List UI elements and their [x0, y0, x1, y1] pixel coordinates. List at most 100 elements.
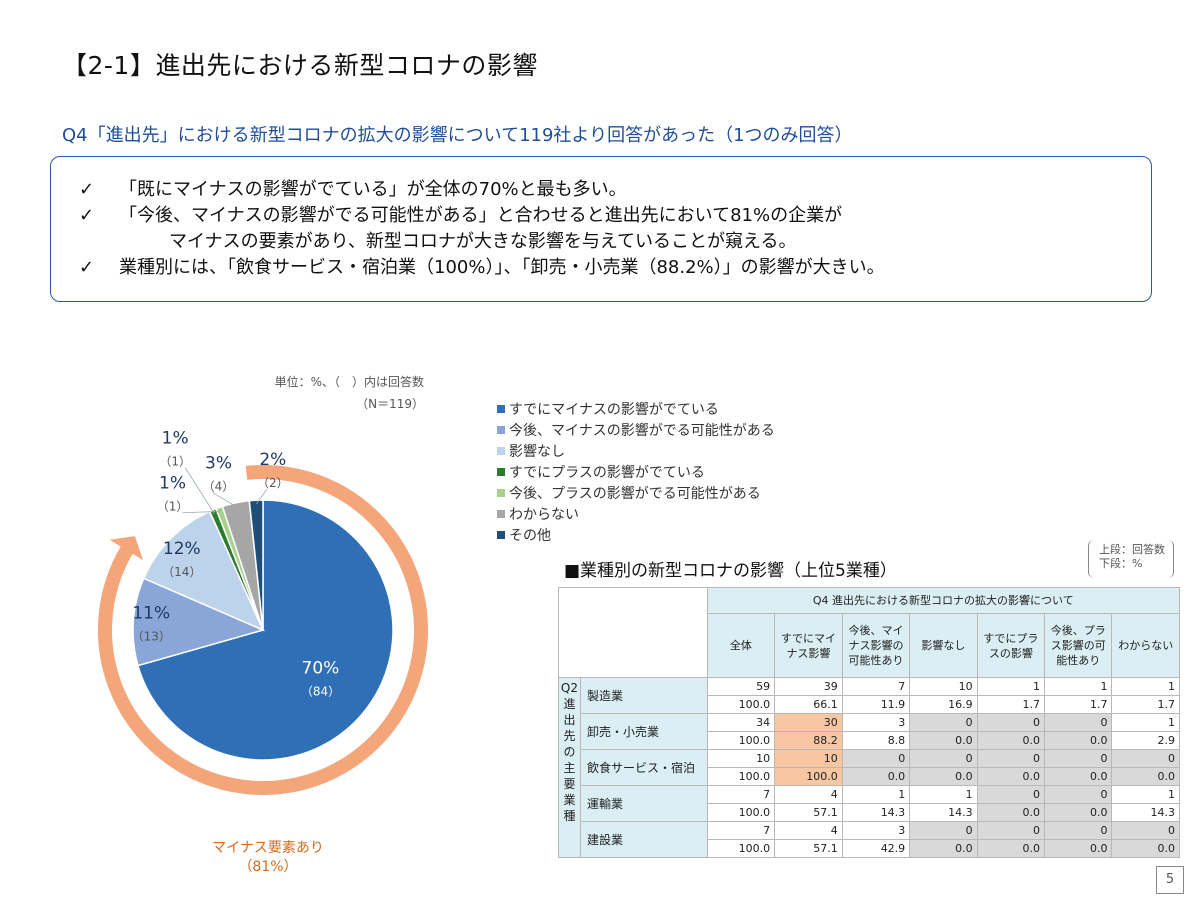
percent-cell: 42.9 — [841, 839, 911, 858]
table-corner — [558, 587, 708, 678]
percent-cell: 66.1 — [774, 695, 843, 714]
table-title: ■業種別の新型コロナの影響（上位5業種） — [564, 561, 897, 581]
pie-count-label: （13） — [132, 630, 171, 644]
pie-count-label: （1） — [159, 455, 191, 469]
summary-text-2a: 「今後、マイナスの影響がでる可能性がある」と合わせると進出先において81%の企業… — [119, 205, 843, 226]
summary-line-2: ✓ 「今後、マイナスの影響がでる可能性がある」と合わせると進出先において81%の企… — [79, 203, 1151, 229]
pie-slice — [132, 577, 266, 667]
pie-leader-line — [212, 492, 237, 508]
percent-cell: 2.9 — [1111, 731, 1180, 750]
pie-slice — [248, 499, 264, 631]
table-row: 100.0 88.2 8.8 0.0 0.0 0.0 2.9 — [559, 731, 1180, 750]
percent-cell: 1.7 — [1111, 695, 1180, 714]
pie-pct-label: 11% — [132, 604, 170, 624]
count-cell: 1 — [909, 785, 978, 804]
page-number: 5 — [1156, 866, 1184, 894]
count-cell: 0 — [1044, 749, 1113, 768]
count-cell: 0 — [976, 749, 1046, 768]
percent-cell: 88.2 — [774, 731, 843, 750]
count-cell: 1 — [1111, 713, 1180, 732]
percent-cell: 0.0 — [1044, 803, 1113, 822]
page-title: 【2-1】進出先における新型コロナの影響 — [62, 51, 538, 80]
count-cell: 0 — [1111, 749, 1180, 768]
pie-count-label: （14） — [162, 565, 201, 579]
table-row: 100.0 57.1 14.3 14.3 0.0 0.0 14.3 — [559, 803, 1180, 822]
legend-swatch — [497, 530, 505, 539]
summary-text-2b: マイナスの要素があり、新型コロナが大きな影響を与えていることが窺える。 — [169, 231, 797, 252]
percent-cell: 14.3 — [841, 803, 911, 822]
count-cell: 1 — [976, 677, 1046, 696]
percent-cell: 0.0 — [1044, 731, 1113, 750]
question-text: Q4「進出先」における新型コロナの拡大の影響について119社より回答があった（1… — [62, 125, 853, 146]
summary-box: ✓ 「既にマイナスの影響がでている」が全体の70%と最も多い。 ✓ 「今後、マイナス… — [50, 156, 1152, 302]
legend-swatch — [497, 425, 505, 434]
count-cell: 0 — [909, 749, 978, 768]
legend-label: 影響なし — [509, 443, 565, 460]
pie-pct-label: 1% — [159, 474, 186, 494]
count-cell: 4 — [774, 785, 843, 804]
percent-cell: 16.9 — [909, 695, 978, 714]
percent-cell: 0.0 — [1044, 767, 1113, 786]
count-cell: 0 — [1044, 821, 1113, 840]
table-note-line-1: 上段：回答数 — [1099, 543, 1165, 556]
legend-label: 今後、マイナスの影響がでる可能性がある — [509, 422, 775, 439]
check-icon: ✓ — [79, 257, 95, 278]
legend-entry: すでにプラスの影響がでている — [497, 461, 775, 482]
count-cell: 59 — [706, 677, 776, 696]
percent-cell: 0.0 — [909, 731, 978, 750]
percent-cell: 100.0 — [706, 803, 776, 822]
legend-swatch — [497, 467, 505, 476]
table-row: 卸売・小売業 34 30 3 0 0 0 1 — [559, 713, 1180, 750]
legend-swatch — [497, 488, 505, 497]
percent-cell: 0.0 — [976, 839, 1046, 858]
count-cell: 0 — [976, 713, 1046, 732]
count-cell: 10 — [774, 749, 843, 768]
arc-caption-value: （81%） — [238, 859, 297, 875]
percent-cell: 57.1 — [774, 839, 843, 858]
percent-cell: 1.7 — [1044, 695, 1113, 714]
row-label: 卸売・小売業 — [579, 713, 708, 750]
count-cell: 39 — [774, 677, 843, 696]
table-column-header: わからない — [1111, 613, 1180, 678]
count-cell: 0 — [1044, 785, 1113, 804]
count-cell: 7 — [706, 785, 776, 804]
percent-cell: 1.7 — [976, 695, 1046, 714]
percent-cell: 0.0 — [1111, 839, 1180, 858]
pie-count-label: （84） — [301, 684, 340, 698]
table-row: 100.0 57.1 42.9 0.0 0.0 0.0 0.0 — [559, 839, 1180, 858]
side-label: Q2 進出先の主要業種 — [558, 677, 581, 858]
percent-cell: 0.0 — [841, 767, 911, 786]
count-cell: 0 — [841, 749, 911, 768]
row-label: 製造業 — [579, 677, 708, 714]
pie-pct-label: 1% — [162, 429, 189, 449]
count-cell: 4 — [774, 821, 843, 840]
percent-cell: 57.1 — [774, 803, 843, 822]
count-cell: 0 — [909, 713, 978, 732]
table-row: 100.0 66.1 11.9 16.9 1.7 1.7 1.7 — [559, 695, 1180, 714]
percent-cell: 0.0 — [976, 767, 1046, 786]
legend-label: すでにプラスの影響がでている — [509, 464, 705, 481]
table-column-header: すでにマイナス影響 — [774, 613, 843, 678]
legend-entry: すでにマイナスの影響がでている — [497, 398, 775, 419]
table-row: 運輸業 7 4 1 1 0 0 1 — [559, 785, 1180, 822]
negative-share-arc — [98, 465, 428, 795]
count-cell: 34 — [706, 713, 776, 732]
table-row: 100.0 100.0 0.0 0.0 0.0 0.0 0.0 — [559, 767, 1180, 786]
percent-cell: 0.0 — [909, 767, 978, 786]
count-cell: 0 — [976, 785, 1046, 804]
table-column-header: 全体 — [706, 613, 776, 678]
table-note-line-2: 下段：% — [1099, 557, 1143, 570]
percent-cell: 100.0 — [706, 731, 776, 750]
pie-count-label: （2） — [257, 476, 289, 490]
table-column-header: 影響なし — [909, 613, 978, 678]
count-cell: 7 — [841, 677, 911, 696]
pie-pct-label: 12% — [163, 539, 201, 559]
legend-label: その他 — [509, 527, 551, 544]
percent-cell: 11.9 — [841, 695, 911, 714]
legend-entry: 今後、マイナスの影響がでる可能性がある — [497, 419, 775, 440]
count-cell: 30 — [774, 713, 843, 732]
negative-share-arrowhead — [109, 536, 144, 561]
count-cell: 1 — [1044, 677, 1113, 696]
legend-swatch — [497, 446, 505, 455]
percent-cell: 0.0 — [1111, 767, 1180, 786]
